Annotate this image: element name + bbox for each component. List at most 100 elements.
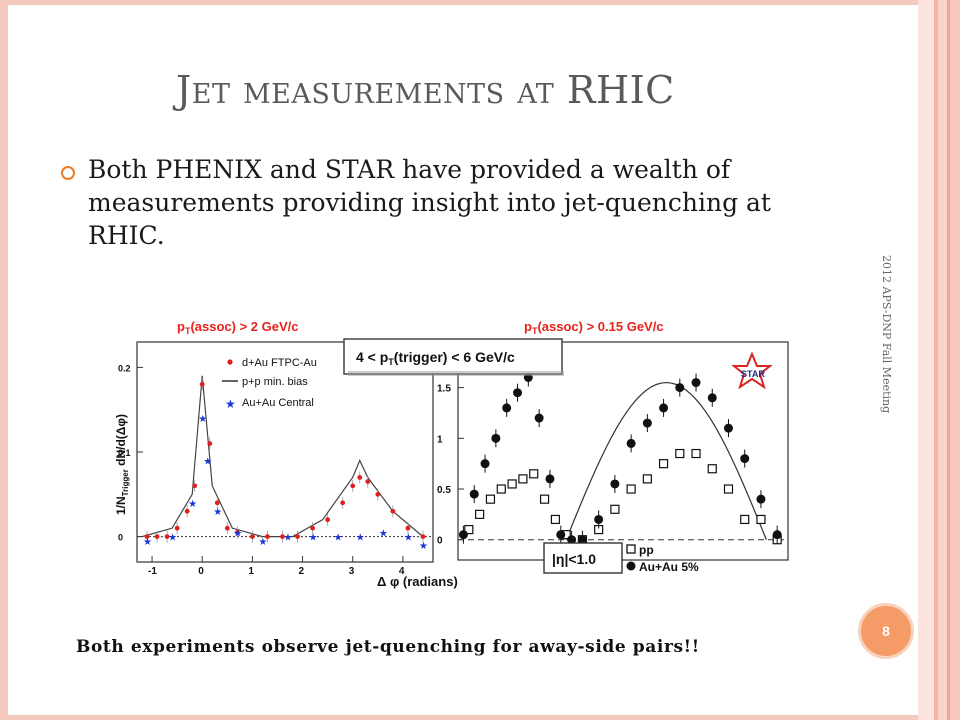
left-x-tick-label: 3: [349, 566, 355, 577]
pp-point: [496, 484, 506, 494]
pp-point: [756, 514, 766, 525]
dAu-point: [365, 479, 371, 485]
left-y-axis-label: 1/NTrigger dN/d(Δφ): [114, 414, 130, 515]
dAu-point: [234, 529, 240, 535]
dAu-point: [350, 483, 356, 489]
legend-AuAu5-marker: [626, 561, 636, 571]
pp-point: [658, 459, 669, 469]
bullet-text: Both PHENIX and STAR have provided a wea…: [88, 155, 771, 250]
AuAu-central-point: ★: [233, 528, 242, 539]
pp-point: [707, 464, 717, 474]
AuAu-central-point: ★: [168, 533, 177, 544]
caption: Both experiments observe jet-quenching f…: [76, 637, 700, 657]
dAu-point: [207, 441, 213, 446]
AuAu-5pct-point: [491, 433, 501, 443]
pp-point: [529, 469, 539, 479]
dAu-point: [214, 500, 220, 506]
bullet-icon: [61, 166, 75, 180]
AuAu-central-point: ★: [143, 537, 152, 548]
svg-text:STAR: STAR: [741, 369, 765, 379]
dAu-point: [174, 525, 180, 531]
pp-point: [464, 524, 474, 535]
AuAu-5pct-point: [772, 530, 782, 540]
AuAu-central-point: ★: [188, 499, 197, 510]
pp-point: [507, 479, 517, 489]
dAu-point: [154, 534, 160, 540]
left-x-tick-label: -1: [148, 566, 157, 577]
pp-point: [539, 494, 550, 504]
left-x-tick-label: 0: [198, 566, 204, 577]
trigger-box: [343, 338, 563, 375]
dAu-point: [280, 534, 285, 540]
legend-dAu-marker: [227, 359, 233, 365]
pp-point: [475, 509, 485, 519]
AuAu-central-point: ★: [213, 507, 222, 518]
slide-title: Jet measurements at RHIC: [176, 68, 675, 112]
dAu-point: [184, 508, 190, 514]
dAu-point: [357, 474, 363, 480]
AuAu-central-point: ★: [258, 537, 267, 548]
AuAu-5pct-point: [675, 383, 685, 393]
pp-point: [642, 474, 652, 484]
right-y-tick-label: 1: [437, 434, 443, 445]
AuAu-5pct-point: [756, 494, 766, 504]
AuAu-central-point: ★: [356, 533, 365, 544]
dAu-point: [249, 534, 255, 540]
AuAu-5pct-point: [707, 393, 717, 403]
AuAu-5pct-point: [513, 388, 523, 398]
left-y-tick-label: 0.1: [118, 448, 131, 458]
AuAu-central-point: ★: [404, 533, 413, 544]
frame-top: [0, 0, 960, 5]
jet-figure: pT(assoc) > 2 GeV/c pT(assoc) > 0.15 GeV…: [112, 310, 800, 592]
dAu-point: [192, 483, 198, 489]
x-axis-label: Δ φ (radians): [377, 574, 458, 589]
AuAu-5pct-point: [659, 403, 669, 413]
AuAu-5pct-point: [691, 378, 701, 388]
pp-point: [518, 474, 528, 484]
page-number-badge: 8: [858, 603, 914, 659]
dAu-point: [390, 508, 396, 514]
AuAu-5pct-point: [610, 479, 620, 489]
legend-AuAu-central: Au+Au Central: [242, 397, 314, 409]
dAu-point: [164, 534, 170, 540]
right-y-tick-label: 0.5: [437, 485, 451, 496]
AuAu-5pct-point: [480, 459, 490, 469]
right-plot-frame: [457, 341, 789, 561]
dAu-point: [405, 525, 411, 531]
dAu-point: [420, 534, 426, 540]
dAu-point: [144, 534, 150, 540]
pp-point: [550, 514, 560, 525]
AuAu-5pct-point: [594, 514, 604, 524]
left-x-tick-label: 4: [399, 566, 405, 577]
dAu-point: [375, 491, 381, 497]
frame-left: [0, 0, 8, 720]
AuAu-5pct-point: [626, 438, 636, 448]
left-y-tick-label: 0.2: [118, 363, 131, 373]
dAu-point: [224, 525, 230, 531]
pp-point: [485, 494, 496, 504]
pp-point: [610, 504, 620, 514]
legend-AuAu-marker: ★: [225, 397, 236, 411]
AuAu-central-point: ★: [203, 456, 212, 467]
AuAu-central-point: ★: [419, 541, 428, 552]
AuAu-5pct-point: [642, 418, 652, 428]
AuAu-5pct-point: [577, 535, 587, 545]
AuAu-central-point: ★: [334, 533, 343, 544]
eta-label: |η|<1.0: [552, 551, 596, 567]
AuAu-5pct-point: [556, 530, 566, 540]
legend-dAu: d+Au FTPC-Au: [242, 357, 317, 369]
page-number: 8: [882, 623, 890, 639]
dAu-point: [265, 534, 270, 540]
AuAu-5pct-point: [723, 423, 733, 433]
dAu-point: [340, 500, 346, 506]
dAu-point: [325, 517, 331, 523]
left-x-tick-label: 1: [248, 566, 254, 577]
AuAu-5pct-point: [502, 403, 512, 413]
right-y-tick-label: 1.5: [437, 384, 451, 395]
AuAu-5pct-point: [469, 489, 479, 499]
star-logo: STAR: [731, 351, 773, 390]
AuAu-fit-curve: [565, 381, 767, 540]
pp-point: [675, 448, 685, 459]
trigger-box-text: 4 < pT(trigger) < 6 GeV/c: [356, 349, 515, 367]
left-x-tick-label: 2: [299, 566, 305, 577]
